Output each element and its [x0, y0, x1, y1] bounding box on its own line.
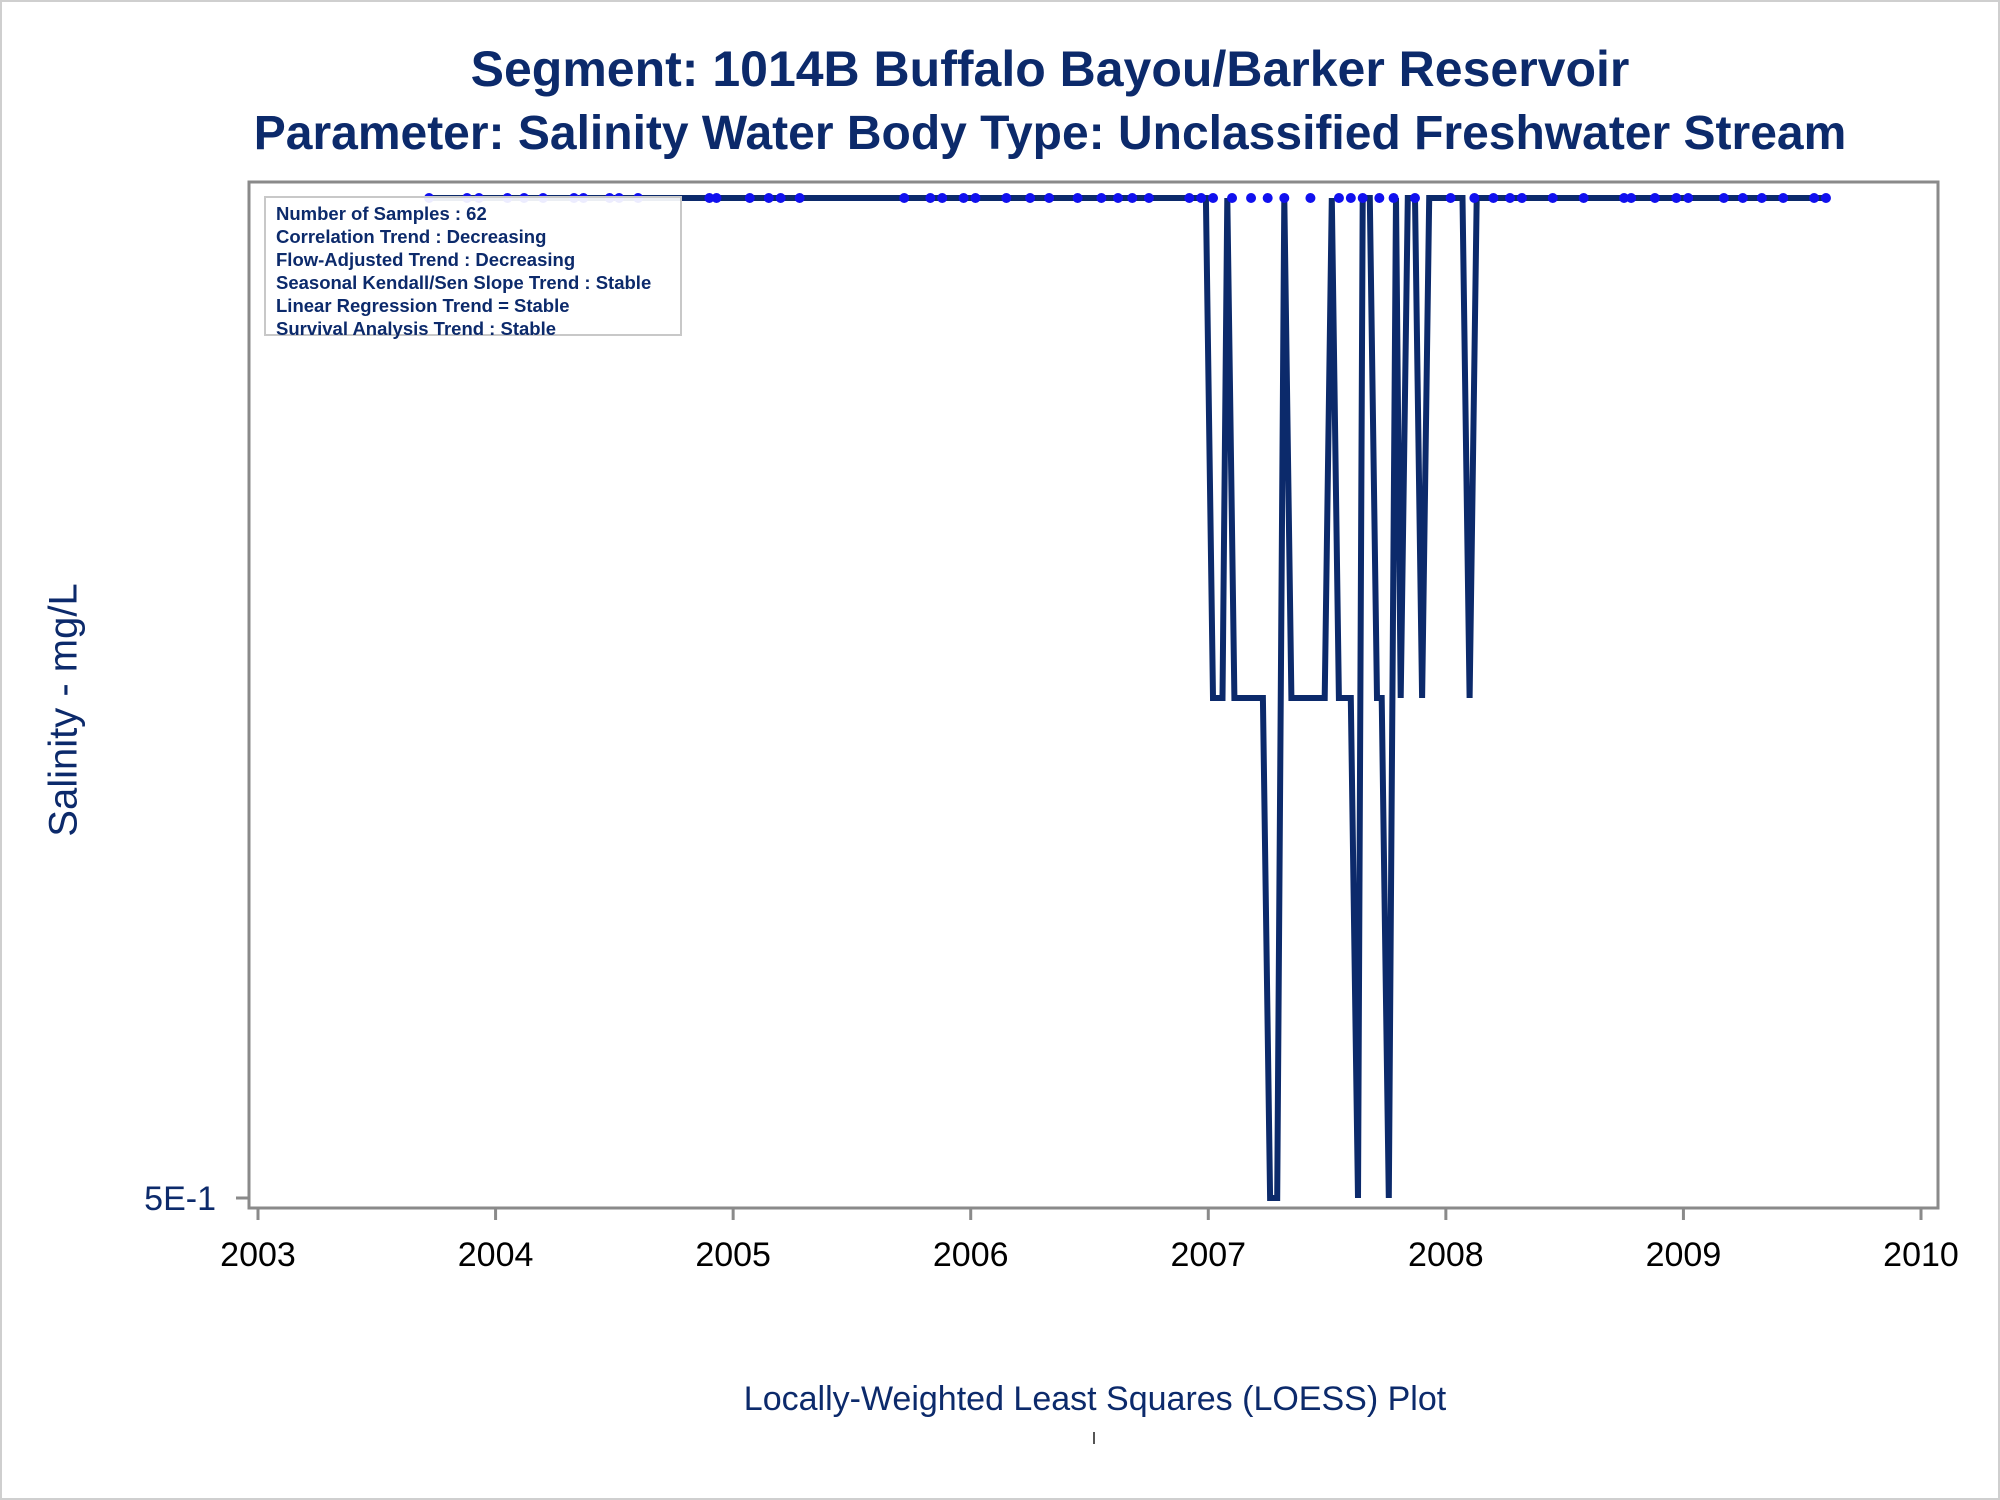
- sample-point: [1671, 193, 1682, 203]
- sample-point: [1184, 193, 1195, 203]
- sample-point: [1683, 193, 1694, 203]
- sample-point: [1547, 193, 1558, 203]
- sample-point: [1718, 193, 1729, 203]
- x-tick-label: 2010: [1883, 1236, 1959, 1274]
- legend-line: Number of Samples : 62: [276, 203, 487, 224]
- sample-point: [1445, 193, 1456, 203]
- sample-point: [1305, 193, 1316, 203]
- x-axis-footer: Locally-Weighted Least Squares (LOESS) P…: [743, 1380, 1447, 1418]
- loess-line: [429, 195, 1826, 1201]
- sample-point: [1001, 193, 1012, 203]
- sample-point: [775, 193, 786, 203]
- sample-point: [1044, 193, 1055, 203]
- sample-point: [958, 193, 969, 203]
- sample-point: [970, 193, 981, 203]
- sample-point: [744, 193, 755, 203]
- sample-point: [1208, 193, 1219, 203]
- sample-point: [1756, 193, 1767, 203]
- sample-point: [1357, 193, 1368, 203]
- chart-title: Segment: 1014B Buffalo Bayou/Barker Rese…: [470, 41, 1630, 97]
- sample-point: [1246, 193, 1257, 203]
- sample-point: [937, 193, 948, 203]
- sample-point: [1333, 193, 1344, 203]
- x-tick-label: 2008: [1408, 1236, 1484, 1274]
- sample-point: [1388, 193, 1399, 203]
- sample-point: [1374, 193, 1385, 203]
- sample-point: [1469, 193, 1480, 203]
- sample-point: [1113, 193, 1124, 203]
- sample-point: [711, 193, 722, 203]
- x-tick-label: 2004: [458, 1236, 534, 1274]
- legend-line: Seasonal Kendall/Sen Slope Trend : Stabl…: [276, 272, 652, 293]
- sample-point: [1096, 193, 1107, 203]
- sample-point: [1143, 193, 1154, 203]
- axes: 2003 2004 2005 2006 2007 2008 2009 2010 5E-1: [144, 1180, 1959, 1274]
- sample-point: [1778, 193, 1789, 203]
- plot-border: [247, 180, 1940, 1210]
- sample-point: [1737, 193, 1748, 203]
- sample-point: [1262, 193, 1273, 203]
- sample-point: [1516, 193, 1527, 203]
- sample-point: [1578, 193, 1589, 203]
- y-tick-label: 5E-1: [144, 1180, 216, 1218]
- loess-line-path: [429, 195, 1826, 1201]
- sample-point: [763, 193, 774, 203]
- sample-point: [1196, 193, 1207, 203]
- x-tick-label: 2005: [695, 1236, 771, 1274]
- sample-point: [1409, 193, 1420, 203]
- sample-points: [424, 193, 1831, 203]
- sample-point: [1345, 193, 1356, 203]
- sample-point: [1025, 193, 1036, 203]
- x-tick-label: 2006: [933, 1236, 1009, 1274]
- sample-point: [1227, 193, 1238, 203]
- sample-point: [1809, 193, 1820, 203]
- footer-mark: [1093, 1432, 1095, 1444]
- legend-line: Flow-Adjusted Trend : Decreasing: [276, 249, 576, 270]
- sample-point: [925, 193, 936, 203]
- x-tick-label: 2007: [1170, 1236, 1246, 1274]
- sample-point: [1488, 193, 1499, 203]
- sample-point: [1505, 193, 1516, 203]
- sample-point: [1649, 193, 1660, 203]
- sample-point: [1127, 193, 1138, 203]
- sample-point: [794, 193, 805, 203]
- sample-point: [1279, 193, 1290, 203]
- legend-line: Survival Analysis Trend : Stable: [276, 318, 557, 339]
- sample-point: [704, 193, 715, 203]
- sample-point: [1619, 193, 1630, 203]
- sample-point: [899, 193, 910, 203]
- x-tick-label: 2009: [1646, 1236, 1722, 1274]
- x-tick-label: 2003: [220, 1236, 296, 1274]
- sample-point: [1072, 193, 1083, 203]
- chart-subtitle: Parameter: Salinity Water Body Type: Unc…: [253, 107, 1847, 160]
- trend-legend: Number of Samples : 62 Correlation Trend…: [264, 196, 682, 339]
- sample-point: [1626, 193, 1637, 203]
- legend-line: Correlation Trend : Decreasing: [276, 226, 547, 247]
- sample-point: [1820, 193, 1831, 203]
- legend-line: Linear Regression Trend = Stable: [276, 295, 570, 316]
